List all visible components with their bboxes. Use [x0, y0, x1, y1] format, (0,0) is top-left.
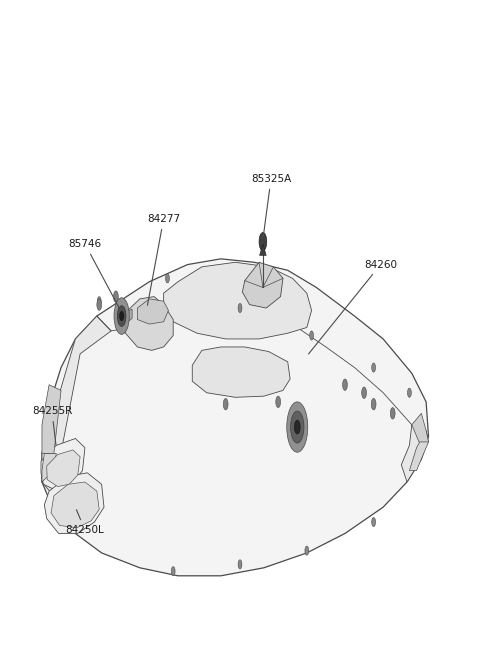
Polygon shape [409, 430, 429, 470]
Polygon shape [51, 482, 99, 528]
Circle shape [238, 560, 242, 569]
Polygon shape [412, 413, 429, 442]
Text: 85325A: 85325A [251, 174, 291, 236]
Circle shape [372, 363, 375, 372]
Polygon shape [42, 316, 111, 493]
Circle shape [305, 546, 309, 555]
Text: 84255R: 84255R [32, 406, 72, 445]
Polygon shape [123, 297, 173, 350]
Circle shape [171, 567, 175, 576]
Circle shape [117, 306, 126, 326]
Polygon shape [42, 384, 61, 453]
Circle shape [310, 331, 313, 340]
Circle shape [166, 274, 169, 283]
Polygon shape [42, 453, 56, 482]
Polygon shape [137, 299, 168, 324]
Circle shape [294, 421, 300, 434]
Circle shape [290, 411, 304, 443]
Circle shape [114, 298, 129, 334]
Circle shape [97, 297, 101, 306]
Circle shape [97, 299, 102, 310]
Circle shape [371, 398, 376, 410]
Text: 84277: 84277 [147, 214, 180, 305]
Circle shape [287, 402, 308, 452]
Polygon shape [126, 309, 132, 323]
Circle shape [343, 379, 348, 390]
Circle shape [114, 291, 118, 303]
Polygon shape [47, 450, 80, 487]
Polygon shape [242, 262, 283, 308]
Polygon shape [401, 424, 429, 482]
Polygon shape [41, 438, 85, 491]
Circle shape [390, 407, 395, 419]
Polygon shape [44, 473, 104, 533]
Polygon shape [42, 259, 429, 576]
Circle shape [238, 303, 242, 312]
Circle shape [276, 396, 281, 407]
Text: 84250L: 84250L [66, 510, 104, 535]
Circle shape [372, 517, 375, 527]
Circle shape [408, 388, 411, 398]
Polygon shape [192, 347, 290, 398]
Text: 84260: 84260 [309, 259, 397, 354]
Text: 85746: 85746 [69, 239, 120, 310]
Circle shape [223, 398, 228, 410]
Circle shape [259, 233, 267, 251]
Polygon shape [260, 244, 266, 255]
Circle shape [362, 387, 366, 398]
Circle shape [120, 312, 123, 321]
Polygon shape [164, 262, 312, 339]
